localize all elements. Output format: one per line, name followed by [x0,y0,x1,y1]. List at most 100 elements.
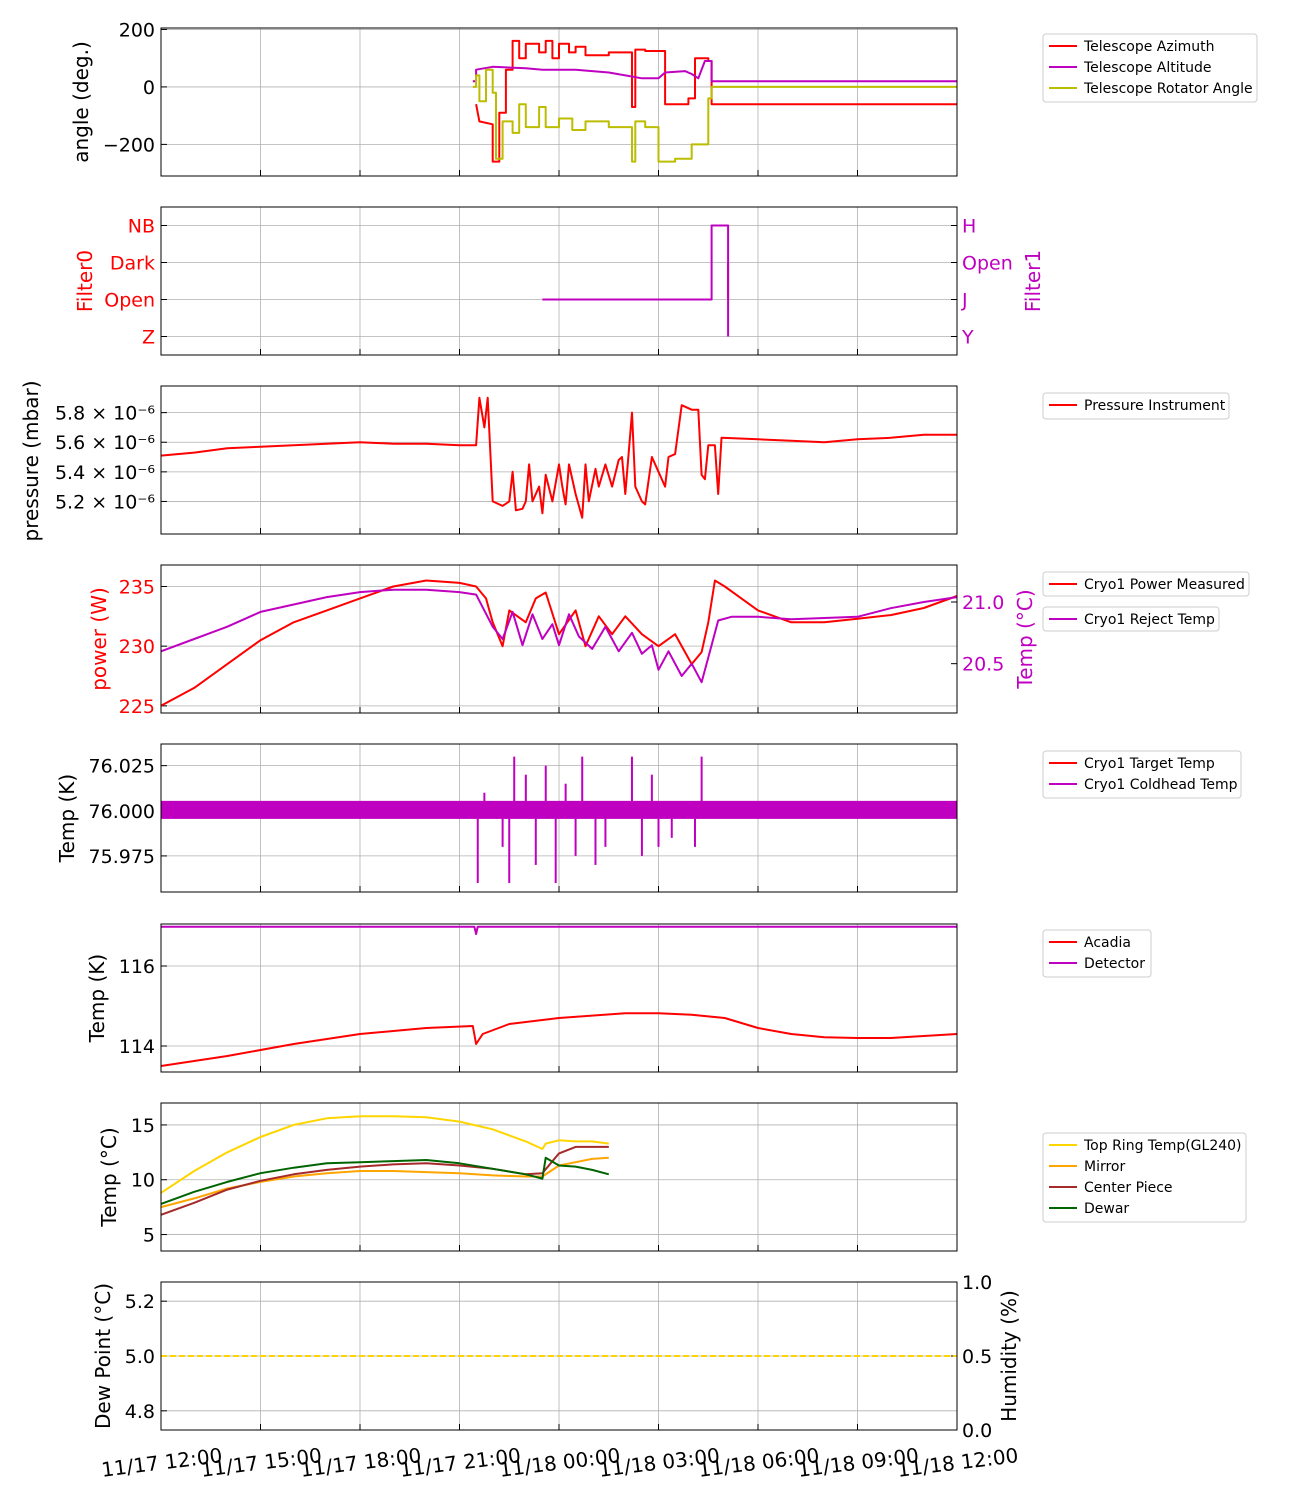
y-tick-label: 230 [119,636,155,658]
panel-cryo-coldhead: 76.025 76.000 75.975 Temp (K) Cryo1 Target T… [55,743,1242,893]
legend-label: Cryo1 Power Measured [1084,577,1245,593]
y-axis-label: Temp (K) [85,954,109,1043]
panel-dome-temps: 15 10 5 Temp (°C) Top Ring Temp(GL240) Mirror… [97,1102,1247,1252]
plot-frame [160,27,958,177]
legend-label: Cryo1 Reject Temp [1084,612,1215,628]
y-right-tick-label: J [961,290,968,312]
y-right-tick-label: 1.0 [962,1272,992,1294]
y-tick-label: Open [104,290,155,312]
y-tick-label: 15 [131,1115,155,1137]
y-tick-label: 10 [131,1170,155,1192]
y-right-tick-label: 20.5 [962,654,1004,676]
y-tick-label: 114 [119,1036,155,1058]
series-top-ring-temp-gl240- [160,1115,609,1194]
series-telescope-azimuth [475,39,957,163]
legend: Telescope Azimuth Telescope Altitude Teles… [1042,33,1258,103]
y-right-tick-label: Y [961,327,974,349]
y-tick-label: 5.4 × 10⁻⁶ [55,462,155,484]
y-tick-label: 5.6 × 10⁻⁶ [55,432,155,454]
series-telescope-rotator-angle [472,68,957,163]
y-axis-label: angle (deg.) [69,41,93,163]
plot-frame [160,385,958,535]
legend-label: Cryo1 Coldhead Temp [1084,777,1238,793]
legend-label: Telescope Azimuth [1083,39,1214,55]
y-tick-label: 5.0 [125,1346,155,1368]
series-telescope-altitude [472,60,957,83]
y-right-tick-label: H [962,216,976,238]
y-right-tick-label: 0.0 [962,1420,992,1442]
panel-acadia-detector: 116 114 Temp (K) Acadia Detector [85,923,1152,1073]
y-tick-label: 5.2 × 10⁻⁶ [55,491,155,513]
series-center-piece [160,1145,609,1216]
legend-label: Telescope Altitude [1083,60,1212,76]
y-tick-label: −200 [103,134,155,156]
y-right-tick-label: 0.5 [962,1346,992,1368]
y-axis-label-left: Filter0 [73,250,97,312]
legend-box [1042,750,1242,799]
y-axis-label-left: Dew Point (°C) [91,1283,115,1429]
y-tick-label: Dark [110,253,155,275]
plot-frame [160,743,958,893]
panel-pressure: 5.8 × 10⁻⁶ 5.6 × 10⁻⁶ 5.4 × 10⁻⁶ 5.2 × 10⁻⁶… [19,380,1230,542]
legend-box [1042,392,1230,420]
y-tick-label: 75.975 [89,846,155,868]
y-axis-label-right: Temp (°C) [1013,589,1037,689]
y-axis-label: Temp (°C) [97,1127,121,1227]
y-tick-label: 76.000 [89,801,155,823]
legend-box [1042,33,1258,103]
y-axis-label: Temp (K) [55,774,79,863]
series-dewar [160,1156,610,1205]
series-detector [161,925,957,935]
series-pressure-instrument [160,396,957,519]
y-axis-label: pressure (mbar) [19,380,43,541]
y-tick-label: Z [142,327,155,349]
y-tick-label: 200 [119,19,155,41]
legend-label: Pressure Instrument [1084,398,1226,414]
legend-box [1042,1132,1247,1223]
legend-box [1042,606,1220,632]
y-tick-label: NB [128,216,155,238]
coldhead-noise-band [161,800,957,819]
y-axis-label-left: power (W) [87,587,111,691]
y-tick-label: 235 [119,576,155,598]
legend-label: Mirror [1084,1159,1125,1175]
series-cryo1-reject-temp [160,588,958,684]
series-filter1 [542,224,730,337]
y-right-tick-label: 21.0 [962,592,1004,614]
legend-label: Top Ring Temp(GL240) [1083,1138,1242,1154]
y-tick-label: 116 [119,956,155,978]
legend-label: Center Piece [1084,1180,1173,1196]
plot-frame [160,206,958,356]
plot-frame [160,1102,958,1252]
y-tick-label: 5.2 [125,1291,155,1313]
y-tick-label: 0 [143,77,155,99]
y-tick-label: 76.025 [89,756,155,778]
panel-dewpoint-humidity: 5.2 5.0 4.8 1.0 0.5 0.0 Dew Point (°C) Humidity… [91,1272,1021,1442]
legend: Pressure Instrument [1042,392,1230,420]
y-axis-label-right: Humidity (%) [997,1290,1021,1422]
y-right-tick-label: Open [962,253,1013,275]
legend: Cryo1 Power Measured Cryo1 Reject Temp [1042,571,1250,632]
plot-frame [160,564,958,714]
legend: Acadia Detector [1042,929,1152,978]
legend: Top Ring Temp(GL240) Mirror Center Piece De… [1042,1132,1247,1223]
legend-label: Telescope Rotator Angle [1083,81,1253,97]
y-tick-label: 5.8 × 10⁻⁶ [55,403,155,425]
panel-filters: NB Dark Open Z H Open JY Filter0 Filter1 [73,206,1045,356]
legend-label: Acadia [1084,935,1131,951]
y-tick-label: 225 [119,696,155,718]
series-acadia [160,1012,958,1067]
legend-label: Detector [1084,956,1145,972]
legend: Cryo1 Target Temp Cryo1 Coldhead Temp [1042,750,1242,799]
y-axis-label-right: Filter1 [1021,250,1045,312]
y-tick-label: 5 [143,1225,155,1247]
legend-label: Dewar [1084,1201,1129,1217]
plot-frame [160,923,958,1073]
y-tick-label: 4.8 [125,1401,155,1423]
legend-label: Cryo1 Target Temp [1084,756,1215,772]
plot-frame [160,1281,958,1431]
